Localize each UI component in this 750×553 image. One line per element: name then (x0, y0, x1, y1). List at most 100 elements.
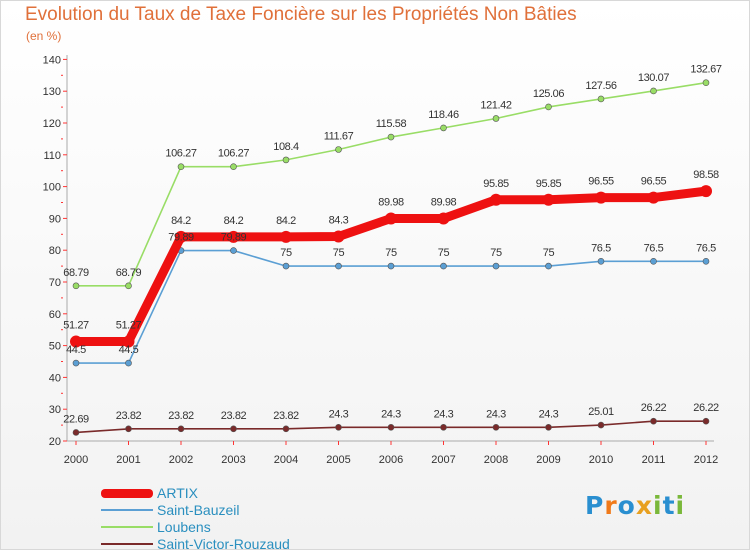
x-tick-label: 2010 (589, 454, 613, 466)
data-point (492, 262, 500, 270)
data-label: 84.2 (171, 215, 191, 227)
data-label: 75 (543, 247, 555, 259)
data-point (440, 124, 447, 132)
data-label: 75 (280, 247, 292, 259)
logo-letter: t (662, 491, 676, 520)
y-tick-label: 40 (49, 372, 61, 384)
data-label: 84.2 (276, 215, 296, 227)
x-tick-label: 2006 (379, 454, 403, 466)
y-tick-label: 130 (43, 86, 61, 98)
logo-letter: P (585, 491, 605, 520)
data-label: 68.79 (116, 267, 142, 279)
data-point (282, 425, 290, 433)
y-tick-label: 20 (49, 436, 61, 448)
legend-label: ARTIX (157, 485, 198, 501)
legend-item: Saint-Bauzeil (101, 502, 361, 519)
data-point (72, 282, 80, 290)
data-label: 22.69 (63, 413, 89, 425)
legend-swatch (101, 526, 153, 528)
logo-letter: x (635, 491, 653, 520)
x-tick-label: 2007 (431, 454, 455, 466)
legend-swatch (101, 543, 153, 545)
data-label: 51.27 (116, 320, 142, 332)
data-point (230, 425, 237, 433)
legend-label: Saint-Bauzeil (157, 502, 240, 518)
data-point (597, 421, 605, 429)
data-label: 23.82 (273, 410, 299, 422)
data-point (335, 146, 342, 153)
data-point (545, 262, 552, 270)
data-label: 106.27 (218, 148, 250, 160)
data-label: 76.5 (696, 242, 716, 254)
data-label: 95.85 (536, 178, 562, 190)
data-label: 24.3 (486, 408, 506, 420)
data-point (387, 424, 395, 431)
data-point (440, 424, 447, 431)
data-point (490, 193, 502, 206)
data-point (545, 424, 552, 431)
data-point (282, 156, 290, 164)
data-label: 96.55 (588, 176, 614, 188)
data-point (332, 230, 345, 243)
data-label: 130.07 (638, 72, 670, 84)
data-point (492, 115, 500, 122)
x-tick-label: 2000 (64, 454, 88, 466)
data-point (230, 163, 237, 170)
data-label: 111.67 (324, 130, 354, 142)
data-label: 68.79 (63, 267, 89, 279)
data-point (335, 262, 342, 270)
data-point (280, 230, 292, 243)
data-point (227, 230, 240, 243)
chart-title: Evolution du Taux de Taxe Foncière sur l… (25, 4, 577, 25)
data-label: 89.98 (378, 196, 404, 208)
data-label: 89.98 (431, 196, 457, 208)
data-point (282, 262, 290, 270)
y-tick-label: 70 (49, 277, 61, 289)
legend-item: ARTIX (101, 485, 361, 502)
data-label: 26.22 (641, 402, 667, 414)
data-point (545, 103, 552, 111)
data-label: 125.06 (533, 88, 565, 100)
data-label: 24.3 (434, 408, 454, 420)
data-label: 24.3 (539, 408, 559, 420)
data-label: 24.3 (329, 408, 349, 420)
x-tick-label: 2009 (536, 454, 560, 466)
data-label: 79.89 (221, 232, 247, 244)
data-point (125, 282, 132, 290)
data-label: 25.01 (588, 406, 614, 418)
data-point (387, 133, 395, 141)
legend: ARTIX Saint-Bauzeil Loubens Saint-Victor-Ro… (101, 485, 361, 553)
data-point (700, 185, 712, 198)
data-label: 76.5 (591, 242, 611, 254)
data-label: 51.27 (63, 320, 89, 332)
x-tick-label: 2005 (326, 454, 350, 466)
data-label: 132.67 (690, 64, 722, 76)
data-label: 115.58 (376, 118, 407, 130)
logo-letter: i (675, 491, 686, 520)
x-tick-label: 2011 (642, 454, 666, 466)
x-tick-label: 2012 (694, 454, 718, 466)
data-point (597, 258, 605, 265)
data-point (70, 335, 82, 348)
data-label: 79.89 (168, 232, 194, 244)
data-label: 127.56 (585, 80, 617, 92)
x-tick-label: 2003 (221, 454, 245, 466)
data-label: 44.5 (119, 344, 139, 356)
data-point (177, 163, 185, 170)
y-tick-label: 60 (49, 309, 61, 321)
data-label: 23.82 (116, 410, 142, 422)
data-label: 23.82 (168, 410, 194, 422)
data-label: 96.55 (641, 176, 667, 188)
legend-item: Loubens (101, 519, 361, 536)
data-point (72, 429, 80, 436)
data-point (650, 417, 657, 425)
data-point (595, 191, 607, 204)
data-point (597, 95, 605, 103)
data-label: 84.2 (224, 215, 244, 227)
legend-swatch (101, 509, 153, 511)
data-label: 24.3 (381, 408, 401, 420)
y-tick-label: 90 (49, 213, 61, 225)
y-tick-label: 50 (49, 341, 61, 353)
legend-label: Saint-Victor-Rouzaud (157, 536, 290, 552)
